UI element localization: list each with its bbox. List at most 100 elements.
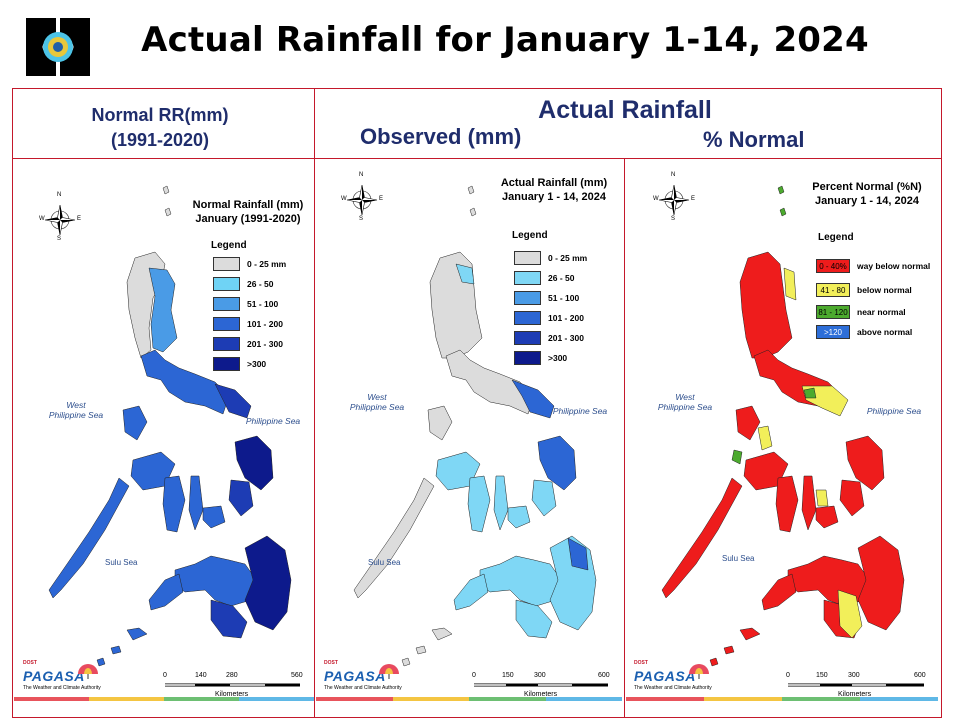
normal-rainfall-map-panel: N S W E Normal Rainfall (mm) January (19… [15,160,313,705]
sulu-sea-label: Sulu Sea [722,554,755,563]
legend-item: 41 - 80 below normal [816,282,912,297]
scale-tick: 300 [534,672,546,679]
compass-rose [44,204,76,236]
column-divider-1 [314,88,315,718]
scale-tick: 600 [914,672,926,679]
legend-title: Legend [512,230,548,241]
mindoro-island [122,405,148,441]
legend-swatch [213,356,240,371]
west-philippine-sea-label: West Philippine Sea [650,392,720,412]
legend-label: 201 - 300 [247,338,283,349]
legend-swatch [514,250,541,265]
sulu-sea-label: Sulu Sea [368,558,401,567]
mindoro-island [735,405,761,441]
legend-item: >300 [514,350,567,365]
scale-unit: Kilometers [215,691,249,698]
palawan-green-patch [731,449,743,465]
caraga-region [567,537,589,571]
luzon-central-patch [455,263,475,285]
legend-swatch: 0 - 40% [816,258,850,273]
compass-w: W [653,196,659,202]
normal-rainfall-map [44,185,300,687]
legend-label: >300 [548,352,568,363]
legend-label: 51 - 100 [247,298,279,309]
content-frame [12,88,942,718]
legend-label: 101 - 200 [548,312,584,323]
legend-label: >300 [247,358,267,369]
panel-title-line1: Percent Normal (%N) [812,181,922,193]
compass-n: N [671,172,676,178]
legend-item: 51 - 100 [213,296,278,311]
legend-item: 201 - 300 [213,336,283,351]
percent-normal-map-panel: N S W E Percent Normal (%N) January 1 - … [626,160,940,705]
cebu-island [493,475,509,531]
percent-normal-header: % Normal [703,127,805,152]
scale-unit: Kilometers [838,691,872,698]
sulu-archipelago [401,627,453,667]
legend-item: 201 - 300 [514,330,584,345]
mindanao-south [210,599,248,639]
compass-rose [658,184,690,216]
percent-normal-map [658,184,924,687]
scale-tick: 150 [502,672,514,679]
panel-title-line1: Actual Rainfall (mm) [500,177,608,189]
philippine-sea-label: Philippine Sea [866,406,922,416]
legend-label: 101 - 200 [247,318,283,329]
west-philippine-sea-label: West Philippine Sea [41,400,111,420]
legend-title: Legend [211,240,247,251]
pagasa-tagline: The Weather and Climate Authority [324,685,402,691]
umbrella-icon [689,664,709,679]
legend-item: 26 - 50 [213,276,273,291]
batanes-islands [162,185,172,217]
legend-item: 26 - 50 [514,270,574,285]
legend-item: 81 - 120 near normal [816,304,906,319]
sea-label-line1: West [367,392,387,402]
sulu-archipelago [96,627,148,667]
compass-n: N [359,172,364,178]
pagasa-name: PAGASA [634,668,696,684]
panel-title: Percent Normal (%N) January 1 - 14, 2024 [804,180,930,208]
negros-island [775,475,799,533]
normal-header-line1: Normal RR(mm) [91,105,229,125]
sea-label-line1: West [675,392,695,402]
luzon-central-region [148,267,178,353]
legend-item: 0 - 25 mm [213,256,286,271]
legend-label: 0 - 25 mm [548,252,588,263]
scale-tick: 600 [598,672,610,679]
legend-item: >300 [213,356,266,371]
mindanao-west [174,555,256,607]
legend-swatch [514,330,541,345]
samar-island [234,435,274,491]
compass-rose [346,184,378,216]
legend-swatch [213,336,240,351]
footer-color-strip-3 [626,697,938,701]
legend-label: 51 - 100 [548,292,580,303]
sea-label-line2: Philippine Sea [657,402,713,412]
sea-label-line1: West [66,400,86,410]
luzon-yellow-patch [783,267,797,301]
leyte-island [839,479,865,517]
pagasa-name: PAGASA [324,668,386,684]
compass-e: E [379,196,384,202]
philippine-sea-label: Philippine Sea [245,416,301,426]
sea-label-line2: Philippine Sea [349,402,405,412]
legend-title: Legend [818,232,854,243]
legend-swatch [514,310,541,325]
sulu-sea-label: Sulu Sea [105,558,138,567]
normal-header-line2: (1991-2020) [110,130,210,150]
legend-swatch [514,290,541,305]
panel-title-line2: January 1 - 14, 2024 [815,195,919,207]
panel-title: Actual Rainfall (mm) January 1 - 14, 202… [494,176,614,204]
bohol-island [202,505,226,529]
pagasa-tagline: The Weather and Climate Authority [634,685,712,691]
compass-e: E [77,216,82,222]
legend-item: 0 - 25 mm [514,250,587,265]
scale-tick: 0 [163,672,167,679]
panel-title-line1: Normal Rainfall (mm) [192,199,304,211]
legend-item: 51 - 100 [514,290,579,305]
negros-island [162,475,186,533]
negros-yellow-patch [815,489,829,507]
bicol-region [511,379,555,419]
compass-n: N [57,192,62,198]
scale-tick: 0 [786,672,790,679]
